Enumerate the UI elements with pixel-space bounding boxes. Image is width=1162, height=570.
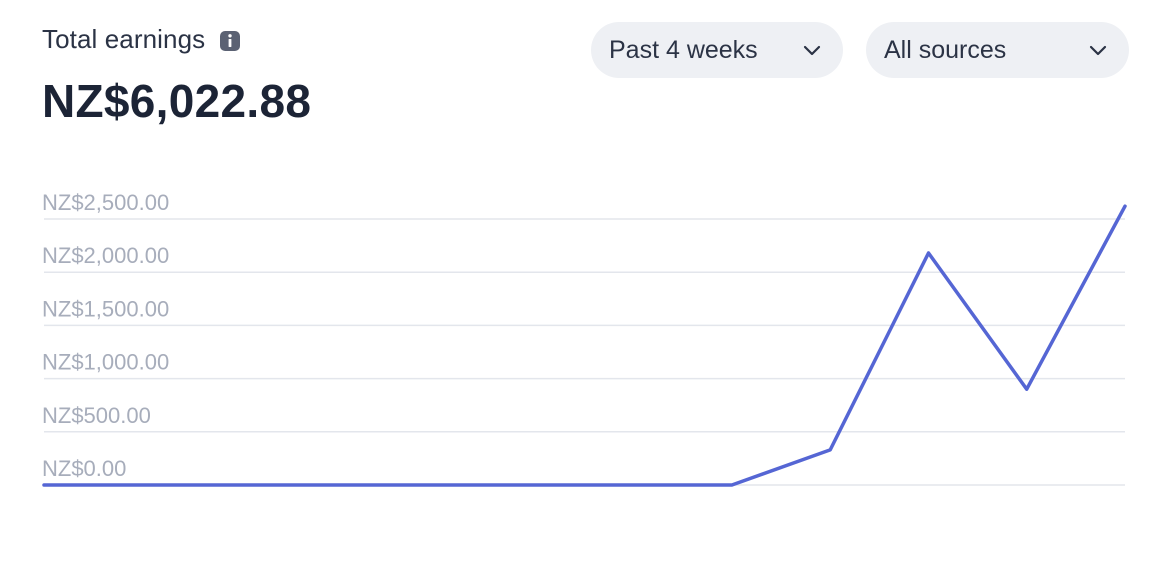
source-dropdown[interactable]: All sources <box>866 22 1129 78</box>
info-icon[interactable] <box>219 30 241 52</box>
data-point <box>728 481 736 489</box>
period-dropdown-label: Past 4 weeks <box>609 35 758 64</box>
data-point <box>826 446 834 454</box>
data-point <box>335 481 343 489</box>
y-tick-label: NZ$0.00 <box>42 456 126 481</box>
chevron-down-icon <box>801 39 823 61</box>
y-tick-label: NZ$1,500.00 <box>42 296 169 321</box>
data-point <box>924 249 932 257</box>
y-tick-label: NZ$500.00 <box>42 403 151 428</box>
period-dropdown[interactable]: Past 4 weeks <box>591 22 843 78</box>
total-earnings-amount: NZ$6,022.88 <box>42 75 312 127</box>
source-dropdown-label: All sources <box>884 35 1007 64</box>
earnings-header: Total earnings <box>42 24 241 55</box>
chevron-down-icon <box>1087 39 1109 61</box>
data-point <box>1023 385 1031 393</box>
y-tick-label: NZ$2,500.00 <box>42 190 169 215</box>
earnings-title: Total earnings <box>42 24 206 54</box>
data-point <box>1121 202 1129 210</box>
data-point <box>40 481 48 489</box>
earnings-series-line <box>42 204 1127 487</box>
data-point <box>237 481 245 489</box>
data-point <box>531 481 539 489</box>
y-tick-label: NZ$1,000.00 <box>42 350 169 375</box>
data-point <box>138 481 146 489</box>
data-point <box>630 481 638 489</box>
y-tick-label: NZ$2,000.00 <box>42 243 169 268</box>
data-point <box>433 481 441 489</box>
